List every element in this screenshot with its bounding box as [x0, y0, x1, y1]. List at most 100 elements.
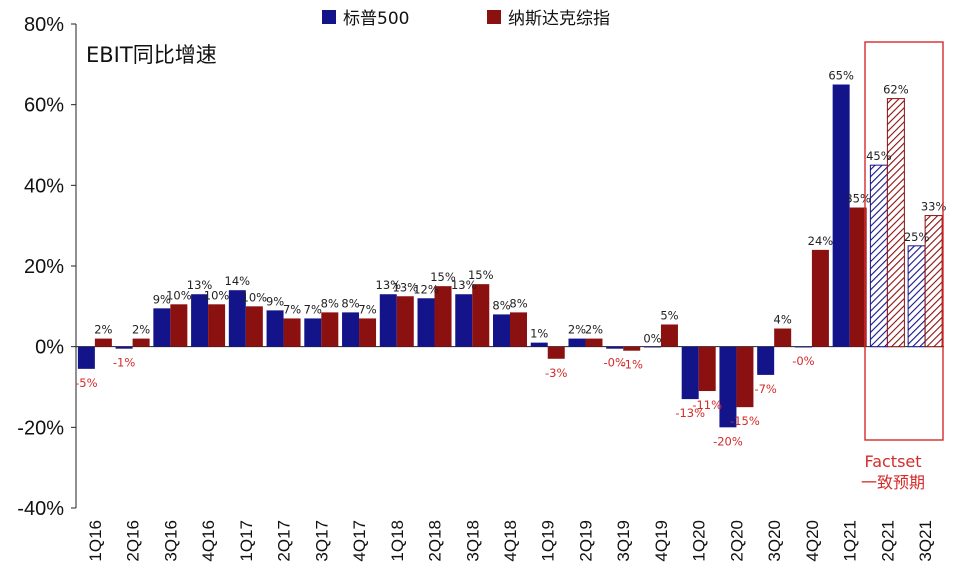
data-label-nasdaq: 7% [283, 302, 301, 316]
bar-sp500 [794, 346, 812, 348]
data-label-sp500: -1% [113, 356, 135, 370]
bar-nasdaq [170, 304, 188, 347]
x-tick-label: 1Q20 [690, 520, 709, 562]
x-tick-label: 1Q17 [237, 520, 256, 562]
bar-sp500 [379, 294, 397, 347]
data-label-sp500: 13% [451, 278, 477, 292]
bar-nasdaq [660, 324, 678, 347]
data-label-nasdaq: 13% [393, 280, 419, 294]
legend: 标普500 纳斯达克综指 [322, 9, 610, 29]
data-label-nasdaq: -1% [621, 358, 643, 372]
forecast-note-line2: 一致预期 [861, 473, 925, 492]
x-tick-label: 3Q17 [312, 520, 331, 562]
data-label-nasdaq: 15% [430, 270, 456, 284]
bar-sp500 [606, 346, 624, 349]
x-tick-label: 2Q17 [275, 520, 294, 562]
data-label-nasdaq: 35% [845, 192, 871, 206]
x-tick-label: 3Q16 [161, 520, 180, 562]
data-label-sp500: 8% [492, 298, 510, 312]
data-label-sp500: 8% [341, 296, 359, 310]
bar-nasdaq [321, 312, 339, 347]
data-label-sp500: -0% [792, 354, 814, 368]
bar-nasdaq [849, 207, 867, 347]
x-tick-label: 2Q20 [727, 520, 746, 562]
y-tick-label: 0% [35, 337, 64, 359]
y-tick-label: 80% [24, 14, 64, 36]
x-tick-label: 3Q21 [916, 520, 935, 562]
bar-nasdaq [510, 312, 527, 347]
data-label-nasdaq: 7% [358, 302, 376, 316]
bar-nasdaq [811, 249, 829, 347]
x-tick-label: 1Q18 [388, 520, 407, 562]
bar-nasdaq [585, 338, 603, 347]
x-tick-label: 3Q20 [765, 520, 784, 562]
legend-label-nasdaq: 纳斯达克综指 [508, 9, 610, 29]
x-tick-label: 1Q19 [539, 520, 558, 562]
data-label-sp500: 1% [530, 327, 548, 341]
bar-sp500 [568, 338, 586, 347]
data-label-nasdaq: 24% [808, 234, 834, 248]
data-label-sp500: -13% [675, 406, 705, 420]
legend-label-sp500: 标普500 [343, 9, 409, 29]
chart-title: EBIT同比增速 [86, 43, 217, 67]
bar-nasdaq [547, 346, 565, 359]
data-label-sp500: 14% [225, 274, 251, 288]
bar-nasdaq [94, 338, 112, 347]
bar-sp500 [643, 346, 661, 348]
legend-swatch-sp500 [322, 10, 336, 24]
data-label-sp500: 45% [866, 149, 892, 163]
bar-nasdaq [698, 346, 716, 392]
legend-swatch-nasdaq [487, 10, 501, 24]
data-label-nasdaq: 33% [921, 200, 947, 214]
data-label-sp500: 13% [187, 278, 213, 292]
data-label-nasdaq: -15% [730, 414, 760, 428]
bar-sp500 [757, 346, 775, 375]
x-tick-label: 4Q18 [501, 520, 520, 562]
data-label-nasdaq: 8% [509, 296, 527, 310]
data-label-sp500: 13% [376, 278, 402, 292]
x-tick-label: 2Q19 [576, 520, 595, 562]
bar-sp500 [719, 346, 737, 428]
bar-nasdaq [396, 296, 414, 347]
bar-sp500 [455, 294, 473, 347]
bar-nasdaq [208, 304, 226, 347]
x-tick-label: 3Q18 [463, 520, 482, 562]
x-tick-label: 4Q19 [652, 520, 671, 562]
bar-nasdaq [434, 286, 452, 347]
x-tick-label: 4Q16 [199, 520, 218, 562]
bar-sp500 [681, 346, 699, 400]
data-label-nasdaq: 5% [660, 308, 678, 322]
y-tick-label: 20% [24, 256, 64, 278]
data-label-nasdaq: -3% [545, 366, 567, 380]
bar-sp500 [832, 84, 850, 347]
bar-sp500 [417, 298, 435, 347]
forecast-highlight-box [864, 41, 944, 441]
data-label-sp500: -0% [604, 356, 626, 370]
data-label-nasdaq: 10% [204, 288, 230, 302]
bar-nasdaq [132, 338, 150, 347]
bar-sp500 [493, 314, 510, 347]
bar-sp500 [191, 294, 209, 347]
forecast-note-line1: Factset [864, 452, 921, 471]
bar-sp500 [115, 346, 133, 349]
bar-sp500 [266, 310, 284, 347]
bars [77, 84, 943, 428]
bar-sp500 [342, 312, 360, 347]
data-label-sp500: 7% [304, 302, 322, 316]
data-label-nasdaq: 62% [883, 83, 909, 97]
bar-sp500 [77, 346, 95, 369]
bar-nasdaq [736, 346, 754, 408]
data-label-nasdaq: -11% [692, 398, 722, 412]
bar-sp500 [907, 245, 926, 348]
data-label-nasdaq: 4% [774, 313, 792, 327]
bar-sp500 [530, 342, 548, 347]
data-label-nasdaq: 15% [468, 268, 494, 282]
bar-nasdaq [359, 318, 377, 347]
bar-nasdaq [886, 98, 905, 348]
x-tick-label: 2Q21 [878, 520, 897, 562]
bar-nasdaq [924, 215, 943, 348]
data-label-sp500: -5% [75, 376, 97, 390]
bar-nasdaq [774, 328, 792, 347]
y-tick-label: 40% [24, 175, 64, 197]
